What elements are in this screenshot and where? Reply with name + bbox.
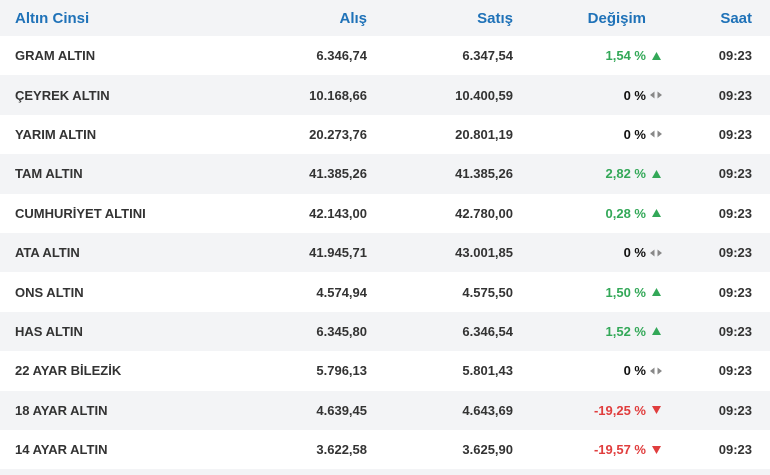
arrow-up-icon xyxy=(646,208,666,218)
row-name: ONS ALTIN xyxy=(15,284,84,300)
header-change[interactable]: Değişim xyxy=(587,9,646,27)
row-buy: 41.945,71 xyxy=(309,245,367,261)
row-name: 18 AYAR ALTIN xyxy=(15,402,108,418)
row-sell: 4.643,69 xyxy=(462,402,513,418)
row-name: 22 AYAR BİLEZİK xyxy=(15,363,122,379)
row-buy: 42.143,00 xyxy=(309,205,367,221)
row-sell: 3.625,90 xyxy=(462,442,513,458)
row-time: 09:23 xyxy=(718,245,752,261)
row-time: 09:23 xyxy=(718,48,752,64)
table-row[interactable]: HAS ALTIN 6.345,80 6.346,54 1,52 % 09:23 xyxy=(0,311,770,352)
left-right-arrows-icon xyxy=(646,130,666,138)
row-buy: 6.346,74 xyxy=(316,48,367,64)
row-buy: 41.385,26 xyxy=(309,166,367,182)
row-sell: 5.801,43 xyxy=(462,363,513,379)
row-time: 09:23 xyxy=(718,284,752,300)
table-row[interactable]: CUMHURİYET ALTINI 42.143,00 42.780,00 0,28 … xyxy=(0,193,770,233)
header-time[interactable]: Saat xyxy=(720,9,752,27)
table-row[interactable]: 14 AYAR ALTIN 3.622,58 3.625,90 -19,57 % 09:… xyxy=(0,429,770,470)
header-name[interactable]: Altın Cinsi xyxy=(15,9,90,27)
table-row[interactable]: ATA ALTIN 41.945,71 43.001,85 0 % 09:23 xyxy=(0,232,770,273)
row-sell: 6.346,54 xyxy=(462,323,513,339)
row-change: 0,28 % xyxy=(605,205,646,221)
arrow-down-icon xyxy=(646,405,666,415)
header-buy[interactable]: Alış xyxy=(339,9,367,27)
left-right-arrows-icon xyxy=(646,367,666,375)
row-change: -19,57 % xyxy=(593,442,646,458)
arrow-up-icon xyxy=(646,51,666,61)
row-name: 14 AYAR ALTIN xyxy=(15,442,108,458)
row-time: 09:23 xyxy=(718,205,752,221)
table-row[interactable]: 18 AYAR ALTIN 4.639,45 4.643,69 -19,25 % 09:… xyxy=(0,390,770,430)
row-buy: 4.639,45 xyxy=(316,402,367,418)
table-row[interactable]: ÇEYREK ALTIN 10.168,66 10.400,59 0 % 09:23 xyxy=(0,75,770,115)
row-time: 09:23 xyxy=(718,442,752,458)
row-time: 09:23 xyxy=(718,363,752,379)
row-name: ATA ALTIN xyxy=(15,245,80,261)
row-time: 09:23 xyxy=(718,166,752,182)
row-name: YARIM ALTIN xyxy=(15,126,97,142)
row-time: 09:23 xyxy=(718,126,752,142)
row-time: 09:23 xyxy=(718,87,752,103)
row-sell: 41.385,26 xyxy=(455,166,513,182)
row-buy: 10.168,66 xyxy=(309,87,367,103)
left-right-arrows-icon xyxy=(646,91,666,99)
table-row[interactable]: YARIM ALTIN 20.273,76 20.801,19 0 % 09:23 xyxy=(0,114,770,155)
row-sell: 4.575,50 xyxy=(462,284,513,300)
row-change: 0 % xyxy=(623,245,646,261)
row-change: 0 % xyxy=(623,126,646,142)
arrow-down-icon xyxy=(646,445,666,455)
table-row[interactable]: 22 AYAR BİLEZİK 5.796,13 5.801,43 0 % 09:23 xyxy=(0,351,770,391)
row-sell: 20.801,19 xyxy=(455,126,513,142)
row-buy: 20.273,76 xyxy=(309,126,367,142)
row-name: GRAM ALTIN xyxy=(15,48,96,64)
row-sell: 6.347,54 xyxy=(462,48,513,64)
arrow-up-icon xyxy=(646,287,666,297)
arrow-up-icon xyxy=(646,326,666,336)
table-body: GRAM ALTIN 6.346,74 6.347,54 1,54 % 09:23 ÇEY… xyxy=(0,36,770,470)
row-buy: 6.345,80 xyxy=(316,323,367,339)
table-row[interactable]: TAM ALTIN 41.385,26 41.385,26 2,82 % 09:23 xyxy=(0,154,770,194)
row-name: HAS ALTIN xyxy=(15,323,83,339)
row-name: CUMHURİYET ALTINI xyxy=(15,205,146,221)
row-change: 0 % xyxy=(623,87,646,103)
row-change: 0 % xyxy=(623,363,646,379)
header-sell[interactable]: Satış xyxy=(477,9,513,27)
row-time: 09:23 xyxy=(718,323,752,339)
table-header: Altın Cinsi Alış Satış Değişim Saat xyxy=(0,0,770,36)
row-sell: 42.780,00 xyxy=(455,205,513,221)
arrow-up-icon xyxy=(646,169,666,179)
row-change: 1,50 % xyxy=(605,284,646,300)
table-row[interactable]: ONS ALTIN 4.574,94 4.575,50 1,50 % 09:23 xyxy=(0,272,770,312)
row-sell: 10.400,59 xyxy=(455,87,513,103)
row-name: ÇEYREK ALTIN xyxy=(15,87,110,103)
row-buy: 4.574,94 xyxy=(316,284,367,300)
row-change: 1,54 % xyxy=(605,48,646,64)
row-change: 1,52 % xyxy=(605,323,646,339)
row-name: TAM ALTIN xyxy=(15,166,83,182)
row-buy: 3.622,58 xyxy=(316,442,367,458)
left-right-arrows-icon xyxy=(646,249,666,257)
row-change: 2,82 % xyxy=(605,166,646,182)
row-change: -19,25 % xyxy=(593,402,646,418)
table-row[interactable]: GRAM ALTIN 6.346,74 6.347,54 1,54 % 09:23 xyxy=(0,36,770,76)
row-sell: 43.001,85 xyxy=(455,245,513,261)
row-time: 09:23 xyxy=(718,402,752,418)
row-buy: 5.796,13 xyxy=(316,363,367,379)
